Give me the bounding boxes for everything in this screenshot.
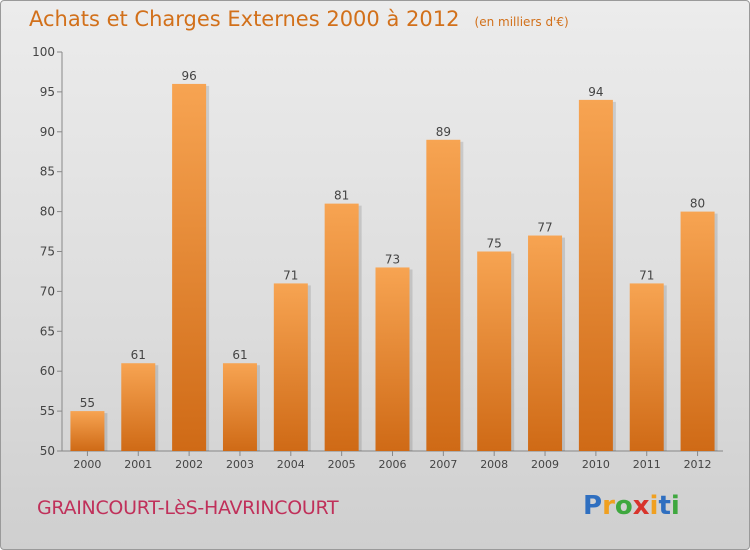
y-tick-label: 50 [40,444,55,458]
commune-name: GRAINCOURT-LèS-HAVRINCOURT [37,497,339,519]
y-axis: 50 55 60 65 70 75 80 85 90 95 100 [32,45,63,458]
y-tick-label: 70 [40,284,55,298]
x-tick-label: 2000 [73,458,101,471]
y-tick-label: 55 [40,404,55,418]
bar-2009 [528,235,563,451]
bar-2010 [578,99,613,451]
y-tick-label: 100 [32,45,55,59]
x-tick-label: 2003 [226,458,254,471]
logo-letter: x [632,491,650,521]
y-tick-label: 60 [40,364,55,378]
bar-value-label: 81 [334,189,349,203]
x-tick-label: 2010 [582,458,610,471]
x-tick-label: 2008 [480,458,508,471]
bar-value-label: 96 [181,69,196,83]
bar-2001 [121,363,156,451]
chart-title: Achats et Charges Externes 2000 à 2012 [29,7,460,31]
logo-letter: i [649,491,659,521]
bar-value-label: 89 [436,125,451,139]
bar-2003 [222,363,257,451]
title-block: Achats et Charges Externes 2000 à 2012 (… [29,7,569,31]
bar-2004 [273,283,308,451]
x-tick-label: 2009 [531,458,559,471]
bar-value-label: 77 [537,221,552,235]
y-tick-label: 85 [40,165,55,179]
bar-value-label: 71 [639,268,654,282]
bar-value-label: 61 [232,348,247,362]
bar-2006 [375,267,410,451]
x-tick-label: 2001 [124,458,152,471]
y-tick-label: 65 [40,324,55,338]
logo-letter: r [602,491,615,521]
x-tick-label: 2005 [328,458,356,471]
bar-value-label: 75 [487,237,502,251]
y-tick-label: 75 [40,245,55,259]
chart-subtitle: (en milliers d'€) [474,15,569,29]
x-tick-label: 2007 [429,458,457,471]
proxiti-logo[interactable]: Proxiti [583,491,680,521]
bar-value-label: 55 [80,396,95,410]
bar-value-label: 80 [690,197,705,211]
logo-letter: P [583,491,603,521]
bar-value-label: 71 [283,268,298,282]
x-tick-label: 2012 [684,458,712,471]
bars: 55 61 96 61 71 81 73 89 75 77 94 71 80 [70,69,718,452]
y-tick-label: 90 [40,125,55,139]
x-tick-label: 2004 [277,458,305,471]
bar-value-label: 73 [385,252,400,266]
y-tick-label: 95 [40,85,55,99]
bar-2000 [70,411,105,451]
logo-letter: o [614,491,633,521]
x-tick-label: 2006 [379,458,407,471]
bar-value-label: 94 [588,85,603,99]
x-tick-label: 2002 [175,458,203,471]
bar-value-label: 61 [131,348,146,362]
y-tick-label: 80 [40,205,55,219]
logo-letter: t [658,491,671,521]
bar-2012 [680,211,715,451]
x-tick-label: 2011 [633,458,661,471]
bar-2005 [324,203,359,451]
bar-2011 [629,283,664,451]
bar-2008 [477,251,512,451]
bar-2002 [172,83,207,452]
logo-letter: i [670,491,680,521]
bar-2007 [426,139,461,451]
x-axis: 2000 2001 2002 2003 2004 2005 2006 2007 2008 2009… [62,450,723,471]
